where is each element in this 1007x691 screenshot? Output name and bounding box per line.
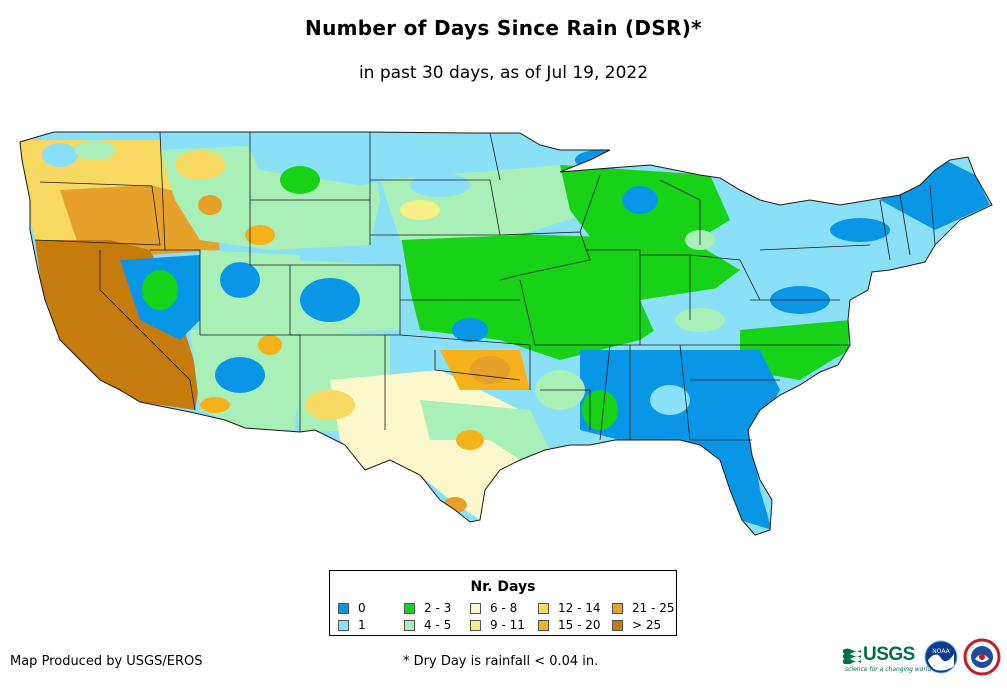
legend-swatch <box>338 619 349 631</box>
legend-label: 0 <box>358 601 366 615</box>
patch <box>245 225 275 245</box>
patch <box>622 186 658 214</box>
usgs-tagline: science for a changing world <box>845 666 932 673</box>
us-dsr-map <box>19 131 993 536</box>
legend-label: 1 <box>358 618 366 632</box>
patch <box>650 385 690 415</box>
dsr-regions <box>20 132 992 535</box>
map-subtitle: in past 30 days, as of Jul 19, 2022 <box>358 63 649 83</box>
patch <box>300 278 360 322</box>
noaa-icon: NOAA <box>924 640 958 674</box>
patch <box>400 200 440 220</box>
patch <box>220 262 260 298</box>
patch <box>795 340 845 360</box>
patch <box>410 173 470 197</box>
legend-swatch <box>612 619 623 631</box>
legend-title: Nr. Days <box>470 579 536 595</box>
patch <box>452 318 488 342</box>
usgs-logo: USGS <box>843 644 915 666</box>
patch <box>470 356 510 384</box>
legend-swatch <box>538 602 549 614</box>
legend-item: 1 <box>338 618 366 632</box>
patch <box>175 150 225 180</box>
legend-swatch <box>404 619 415 631</box>
legend-item: 9 - 11 <box>470 618 525 632</box>
patch <box>456 430 484 450</box>
map-title: Number of Days Since Rain (DSR)* <box>305 16 702 40</box>
legend-label: 9 - 11 <box>490 618 525 632</box>
legend-label: 12 - 14 <box>558 601 601 615</box>
patch <box>258 335 282 355</box>
legend-swatch <box>470 619 481 631</box>
patch <box>42 143 78 167</box>
patch <box>75 140 115 160</box>
usgs-text: USGS <box>863 644 915 665</box>
legend-item: 21 - 25 <box>612 601 675 615</box>
nws-icon <box>963 638 1001 676</box>
legend-label: 4 - 5 <box>424 618 452 632</box>
legend-swatch <box>612 602 623 614</box>
producer-credit: Map Produced by USGS/EROS <box>10 654 203 669</box>
patch <box>540 286 580 314</box>
legend-swatch <box>338 602 349 614</box>
patch <box>215 357 265 393</box>
agency-logos: USGS science for a changing world NOAA <box>843 638 1003 678</box>
legend-label: 6 - 8 <box>490 601 518 615</box>
patch <box>305 390 355 420</box>
legend-item: 0 <box>338 601 366 615</box>
legend-item: 4 - 5 <box>404 618 451 632</box>
patch <box>830 218 890 242</box>
legend-label: > 25 <box>632 618 662 632</box>
legend-label: 21 - 25 <box>632 601 675 615</box>
legend-swatch <box>470 602 481 614</box>
legend-label: 2 - 3 <box>424 601 452 615</box>
new-england-region <box>880 160 990 230</box>
patch <box>280 166 320 194</box>
legend-item: 2 - 3 <box>404 601 451 615</box>
legend: Nr. Days 0 1 2 - 3 4 - 5 6 - 8 9 - 11 12 - 14 1… <box>329 570 677 636</box>
patch <box>142 270 178 310</box>
legend-label: 15 - 20 <box>558 618 601 632</box>
patch <box>675 308 725 332</box>
east-texas-region <box>420 400 550 460</box>
noaa-text: NOAA <box>932 648 950 655</box>
legend-item: 6 - 8 <box>470 601 517 615</box>
legend-item: > 25 <box>612 618 661 632</box>
legend-swatch <box>538 619 549 631</box>
patch <box>198 195 222 215</box>
patch <box>200 397 230 413</box>
legend-swatch <box>404 602 415 614</box>
usgs-wave-icon <box>843 648 861 664</box>
legend-item: 12 - 14 <box>538 601 601 615</box>
patch <box>625 360 655 400</box>
patch <box>582 390 618 430</box>
dry-day-footnote: * Dry Day is rainfall < 0.04 in. <box>403 654 599 669</box>
state-borders <box>19 131 993 536</box>
legend-item: 15 - 20 <box>538 618 601 632</box>
